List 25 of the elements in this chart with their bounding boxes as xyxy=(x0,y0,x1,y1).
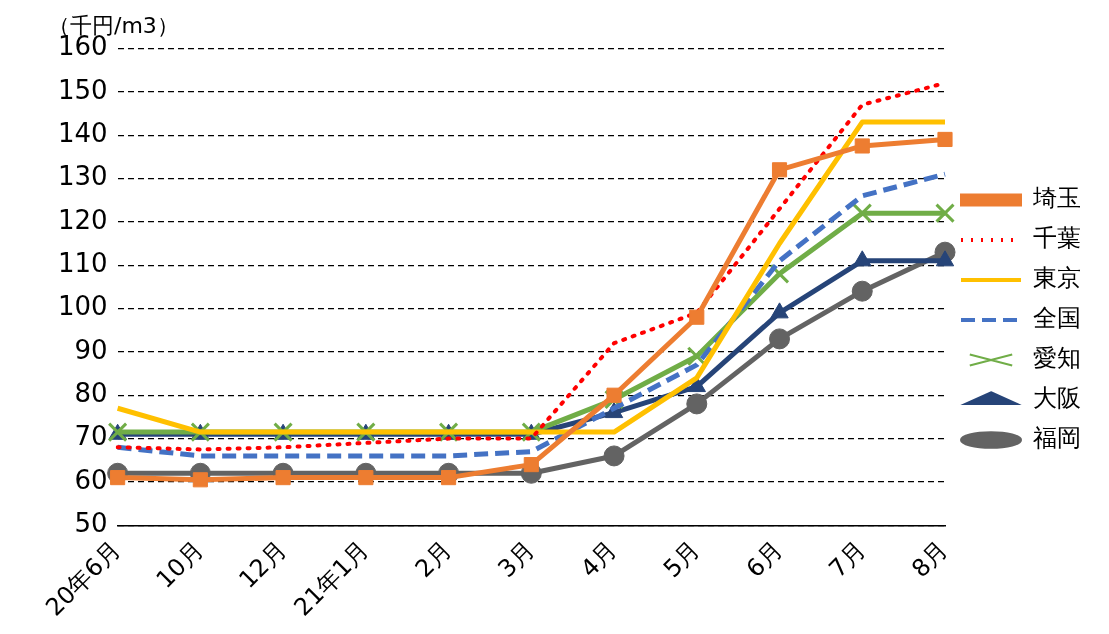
y-tick-label: 120 xyxy=(57,204,108,235)
legend-label: 全国 xyxy=(1033,304,1081,333)
x-tick-label: 5月 xyxy=(657,535,706,583)
y-tick-label: 90 xyxy=(74,334,108,365)
y-tick-label: 140 xyxy=(57,117,108,148)
y-tick-label: 130 xyxy=(57,161,108,192)
y-tick-label: 150 xyxy=(57,74,108,105)
legend-label: 埼玉 xyxy=(1032,184,1081,213)
y-tick-label: 100 xyxy=(57,291,108,322)
legend-label: 千葉 xyxy=(1033,224,1081,253)
y-tick-label: 110 xyxy=(57,247,108,278)
y-tick-label: 60 xyxy=(74,464,108,495)
legend-label: 福岡 xyxy=(1033,424,1081,453)
x-tick-label: 6月 xyxy=(740,535,789,583)
legend-label: 東京 xyxy=(1033,264,1081,293)
x-tick-label: 4月 xyxy=(575,535,623,583)
x-tick-label: 3月 xyxy=(492,535,540,583)
y-tick-label: 70 xyxy=(74,421,108,452)
x-tick-label: 10月 xyxy=(150,535,210,594)
legend-label: 大阪 xyxy=(1033,384,1081,413)
x-tick-label: 2月 xyxy=(409,535,458,583)
legend-label: 愛知 xyxy=(1033,344,1081,373)
x-tick-label: 7月 xyxy=(823,535,871,583)
x-tick-label: 8月 xyxy=(906,535,954,583)
y-tick-label: 80 xyxy=(74,377,108,408)
